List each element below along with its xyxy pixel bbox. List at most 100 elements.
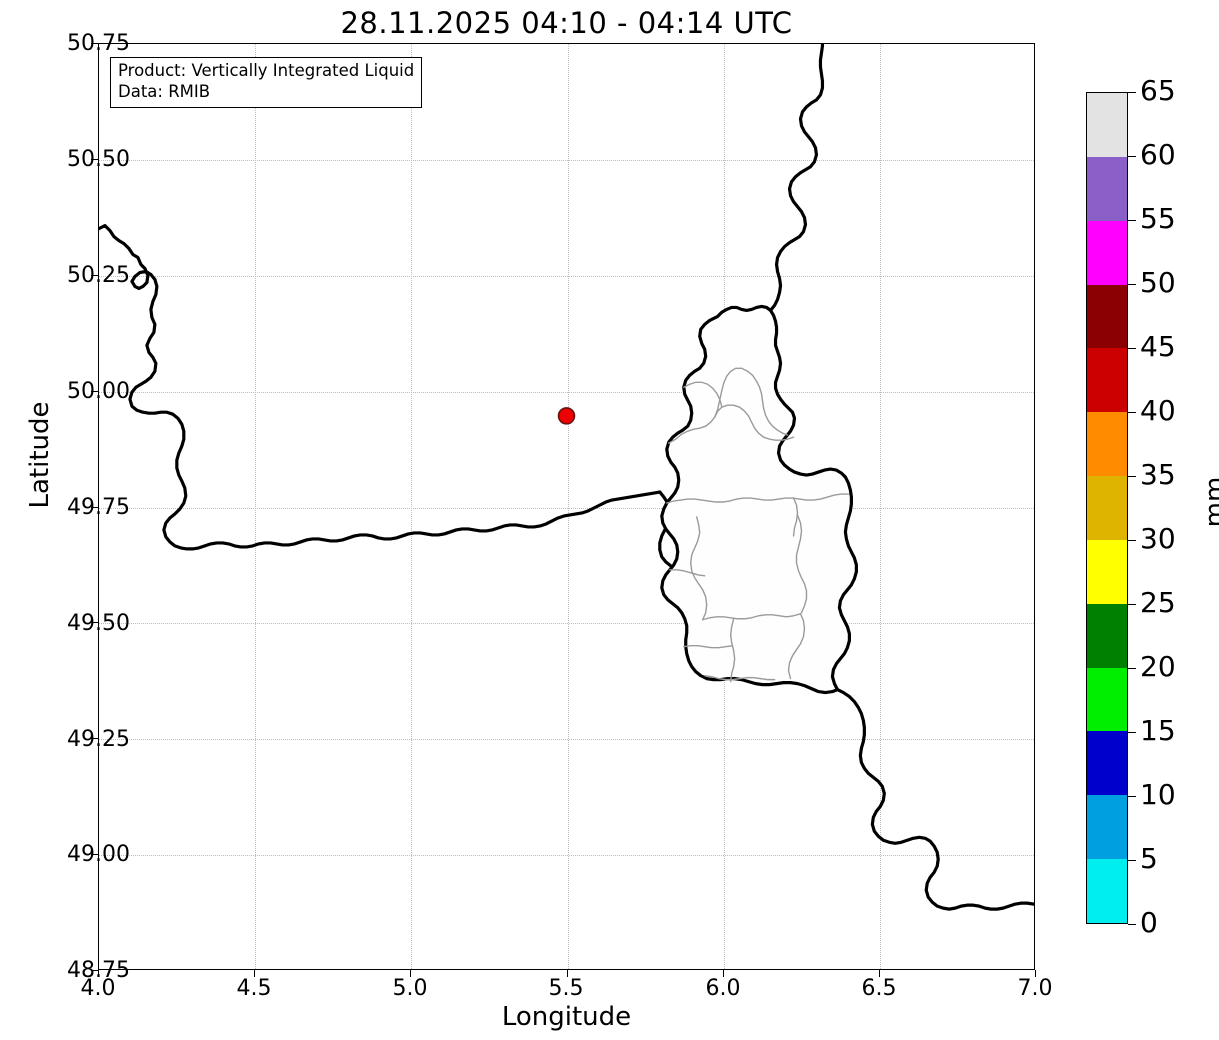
xtick-label-5.5: 5.5 (548, 976, 584, 1001)
ytick-mark-50.00 (91, 390, 98, 392)
xtick-label-4.5: 4.5 (236, 976, 272, 1001)
ytick-label-50.25: 50.25 (67, 263, 130, 288)
colorbar-tick-label-0: 0 (1140, 906, 1158, 939)
gridline-lon-4.5 (255, 44, 257, 969)
map-plot-area[interactable]: Product: Vertically Integrated Liquid Da… (98, 43, 1035, 970)
colorbar-tick-label-35: 35 (1140, 458, 1176, 491)
ytick-label-49.50: 49.50 (67, 611, 130, 636)
page-title: 28.11.2025 04:10 - 04:14 UTC (340, 6, 793, 40)
colorbar-tick-mark-10 (1128, 796, 1136, 797)
xtick-label-5.0: 5.0 (392, 976, 428, 1001)
colorbar-tick-mark-0 (1128, 924, 1136, 925)
ytick-mark-50.25 (91, 274, 98, 276)
colorbar-tick-label-65: 65 (1140, 74, 1176, 107)
ytick-mark-49.25 (91, 738, 98, 740)
xtick-mark-5.5 (566, 970, 568, 977)
gridline-lon-6.5 (879, 44, 881, 969)
ytick-mark-49.50 (91, 622, 98, 624)
colorbar-segment-45-50 (1087, 284, 1127, 349)
colorbar-tick-mark-20 (1128, 668, 1136, 669)
colorbar-tick-label-55: 55 (1140, 202, 1176, 235)
y-axis-label: Latitude (25, 401, 55, 509)
colorbar-segment-40-45 (1087, 348, 1127, 413)
station-marker[interactable] (557, 407, 576, 425)
colorbar-tick-mark-5 (1128, 860, 1136, 861)
colorbar-tick-label-40: 40 (1140, 394, 1176, 427)
colorbar[interactable] (1086, 92, 1128, 924)
gridline-lat-49.00 (99, 855, 1034, 857)
colorbar-segment-15-20 (1087, 667, 1127, 732)
xtick-label-6.5: 6.5 (861, 976, 897, 1001)
xtick-mark-4.0 (98, 970, 99, 977)
germany-france-border (835, 688, 1034, 911)
colorbar-tick-mark-30 (1128, 540, 1136, 541)
colorbar-tick-mark-40 (1128, 412, 1136, 413)
ytick-label-50.00: 50.00 (67, 379, 130, 404)
colorbar-tick-label-50: 50 (1140, 266, 1176, 299)
info-data: Data: RMIB (118, 81, 211, 101)
colorbar-tick-mark-35 (1128, 476, 1136, 477)
colorbar-segment-55-60 (1087, 156, 1127, 221)
xtick-mark-6.0 (722, 970, 724, 977)
ytick-label-50.75: 50.75 (67, 31, 130, 56)
ytick-mark-48.75 (91, 970, 98, 971)
colorbar-segment-30-35 (1087, 476, 1127, 540)
gridline-lat-50.50 (99, 159, 1034, 161)
belgium-west-border (99, 224, 662, 551)
colorbar-segment-35-40 (1087, 412, 1127, 477)
colorbar-segment-60-65 (1087, 93, 1127, 157)
colorbar-tick-label-10: 10 (1140, 778, 1176, 811)
ytick-mark-49.00 (91, 854, 98, 856)
germany-belgium-border (768, 44, 825, 313)
xtick-mark-6.5 (878, 970, 880, 977)
xtick-mark-4.5 (254, 970, 256, 977)
xtick-label-6.0: 6.0 (705, 976, 741, 1001)
colorbar-tick-label-60: 60 (1140, 138, 1176, 171)
colorbar-tick-label-45: 45 (1140, 330, 1176, 363)
ytick-label-49.00: 49.00 (67, 842, 130, 867)
gridline-lat-50.00 (99, 391, 1034, 393)
colorbar-tick-mark-65 (1128, 92, 1136, 93)
colorbar-tick-mark-50 (1128, 284, 1136, 285)
colorbar-tick-mark-25 (1128, 604, 1136, 605)
ytick-label-49.25: 49.25 (67, 727, 130, 752)
xtick-mark-7.0 (1035, 970, 1036, 977)
ytick-mark-50.50 (91, 158, 98, 160)
gridline-lat-49.50 (99, 623, 1034, 625)
xtick-label-4.0: 4.0 (80, 976, 116, 1001)
colorbar-tick-mark-45 (1128, 348, 1136, 349)
gridline-lat-49.25 (99, 739, 1034, 741)
colorbar-tick-mark-60 (1128, 156, 1136, 157)
colorbar-tick-label-15: 15 (1140, 714, 1176, 747)
ytick-mark-50.75 (91, 43, 98, 44)
gridline-lat-49.75 (99, 507, 1034, 509)
colorbar-segment-0-5 (1087, 859, 1127, 923)
colorbar-segment-20-25 (1087, 603, 1127, 668)
xtick-label-7.0: 7.0 (1017, 976, 1053, 1001)
colorbar-segment-5-10 (1087, 795, 1127, 860)
colorbar-segment-25-30 (1087, 539, 1127, 604)
colorbar-tick-label-20: 20 (1140, 650, 1176, 683)
country-borders (99, 200, 1034, 694)
colorbar-segment-50-55 (1087, 220, 1127, 285)
xtick-mark-5.0 (410, 970, 412, 977)
gridline-lon-5.5 (567, 44, 569, 969)
colorbar-tick-label-30: 30 (1140, 522, 1176, 555)
colorbar-unit-label: mm (1200, 476, 1219, 528)
x-axis-label: Longitude (501, 1002, 632, 1032)
colorbar-tick-label-5: 5 (1140, 842, 1158, 875)
ytick-label-50.50: 50.50 (67, 147, 130, 172)
colorbar-segment-10-15 (1087, 731, 1127, 796)
gridline-lat-50.25 (99, 275, 1034, 277)
colorbar-tick-mark-55 (1128, 220, 1136, 221)
ytick-mark-49.75 (91, 506, 98, 508)
info-product: Product: Vertically Integrated Liquid (118, 61, 415, 80)
gridline-lon-5.0 (411, 44, 413, 969)
map-geometry (99, 44, 1034, 911)
info-box: Product: Vertically Integrated Liquid Da… (110, 57, 423, 108)
ytick-label-49.75: 49.75 (67, 495, 130, 520)
luxembourg-districts (666, 367, 850, 683)
colorbar-tick-mark-15 (1128, 732, 1136, 733)
colorbar-tick-label-25: 25 (1140, 586, 1176, 619)
